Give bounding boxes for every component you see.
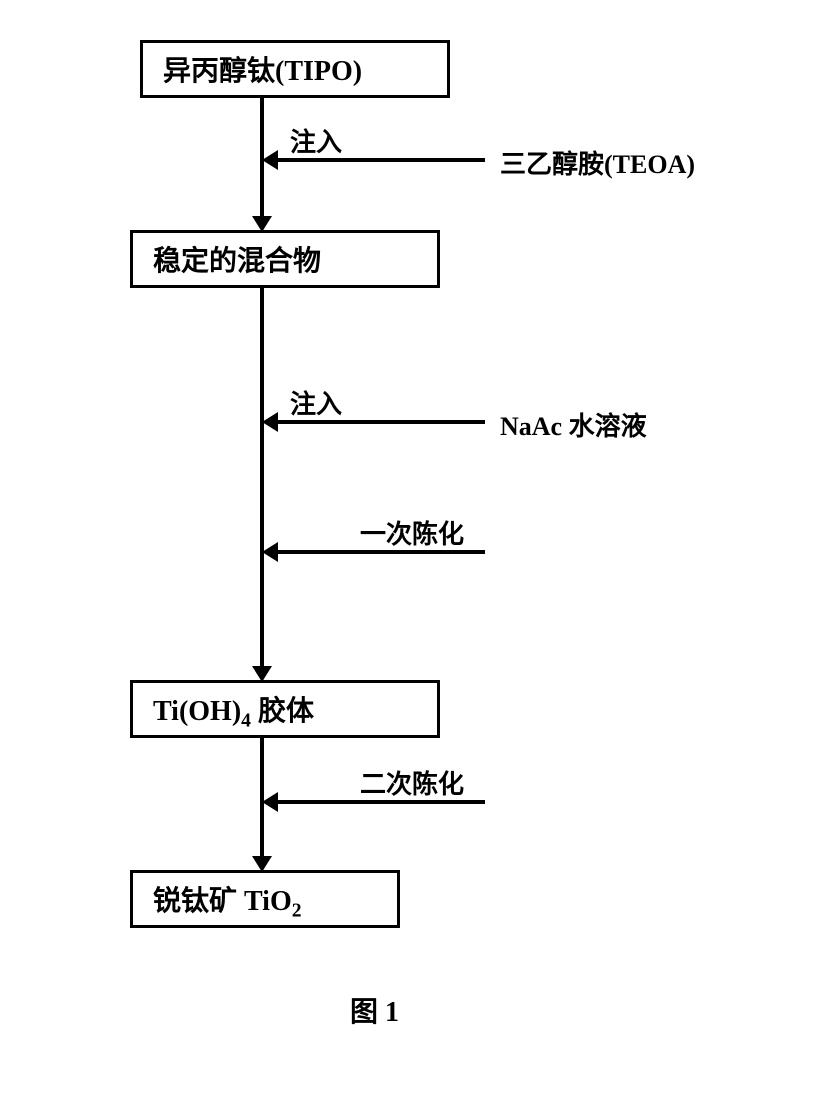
side-label-3: 二次陈化 [360,764,464,801]
side-right-label-0: 三乙醇胺(TEOA) [500,144,695,181]
arrow-down-icon [252,856,272,872]
arrow-down-icon [252,216,272,232]
side-right-label-1: NaAc 水溶液 [500,406,647,443]
arrow-left-icon [262,792,278,812]
arrow-left-icon [262,412,278,432]
figure-caption: 图 1 [350,990,399,1030]
side-label-0: 注入 [290,122,342,159]
main-arrow-shaft-1 [260,288,264,668]
flow-node-n4: 锐钛矿 TiO2 [130,870,400,928]
arrow-left-icon [262,150,278,170]
flow-node-n1: 异丙醇钛(TIPO) [140,40,450,98]
flow-node-n3: Ti(OH)4 胶体 [130,680,440,738]
arrow-left-icon [262,542,278,562]
side-label-1: 注入 [290,384,342,421]
arrow-down-icon [252,666,272,682]
side-label-2: 一次陈化 [360,514,464,551]
flow-node-n2: 稳定的混合物 [130,230,440,288]
